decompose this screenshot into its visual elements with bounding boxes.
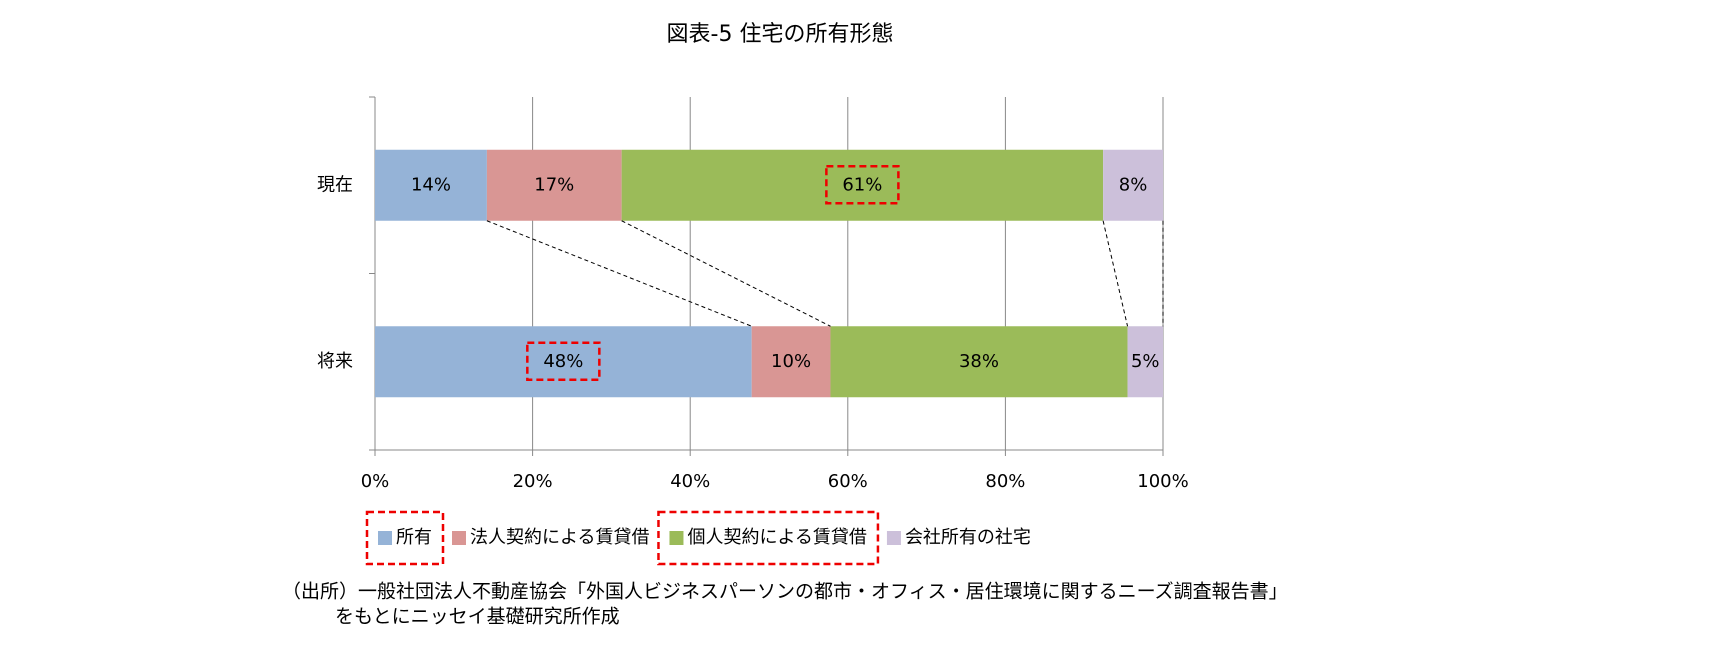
legend-swatch (886, 531, 901, 545)
x-tick-label: 40% (670, 471, 710, 492)
data-label: 17% (534, 174, 574, 195)
legend-swatch (378, 531, 392, 545)
source-note: （出所）一般社団法人不動産協会「外国人ビジネスパーソンの都市・オフィス・居住環境… (282, 581, 1288, 603)
source-note: をもとにニッセイ基礎研究所作成 (335, 606, 620, 628)
data-label: 14% (411, 174, 451, 195)
connector-line (486, 220, 752, 327)
bar-segment (375, 326, 752, 398)
highlight-box (365, 510, 445, 566)
chart-title: 図表-5 住宅の所有形態 (667, 22, 894, 47)
bar-segment (751, 326, 831, 398)
data-label: 38% (959, 351, 999, 372)
bar-segment (1127, 326, 1163, 398)
data-label: 8% (1119, 174, 1148, 195)
x-tick-label: 60% (828, 471, 868, 492)
legend-label: 所有 (396, 527, 432, 548)
legend-swatch (669, 531, 684, 545)
x-tick-label: 20% (513, 471, 553, 492)
data-label: 5% (1131, 351, 1160, 372)
y-tick-label: 現在 (317, 174, 353, 195)
y-tick-label: 将来 (317, 351, 353, 372)
x-tick-label: 80% (985, 471, 1025, 492)
bar-segment (375, 149, 487, 221)
connector-line (621, 220, 831, 327)
highlight-box (657, 510, 880, 566)
legend-swatch (452, 531, 466, 545)
data-label: 61% (842, 174, 882, 195)
connector-line (1102, 220, 1129, 327)
legend-label: 個人契約による賃貸借 (687, 527, 866, 548)
bar-segment (1103, 149, 1163, 221)
bar-segment (621, 149, 1104, 221)
x-tick-label: 100% (1137, 471, 1188, 492)
data-label: 48% (543, 351, 583, 372)
legend-label: 会社所有の社宅 (905, 527, 1031, 548)
x-tick-label: 0% (361, 471, 390, 492)
data-label: 10% (771, 351, 811, 372)
bar-segment (486, 149, 622, 221)
bar-segment (830, 326, 1128, 398)
legend-label: 法人契約による賃貸借 (470, 527, 649, 548)
highlight-box (825, 165, 900, 205)
highlight-box (526, 341, 601, 381)
